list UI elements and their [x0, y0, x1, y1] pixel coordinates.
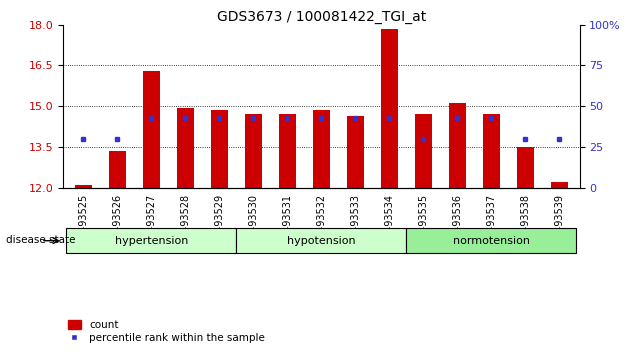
Bar: [211, 110, 228, 188]
Bar: [517, 147, 534, 188]
Text: hypertension: hypertension: [115, 236, 188, 246]
Bar: [143, 71, 160, 188]
Bar: [483, 114, 500, 188]
Bar: [245, 114, 262, 188]
Text: disease state: disease state: [6, 235, 76, 245]
Bar: [449, 103, 466, 188]
Bar: [551, 182, 568, 188]
Legend: count, percentile rank within the sample: count, percentile rank within the sample: [68, 320, 265, 343]
Bar: [346, 116, 364, 188]
Text: hypotension: hypotension: [287, 236, 355, 246]
Bar: [109, 151, 126, 188]
Bar: [406, 228, 576, 253]
Bar: [415, 114, 432, 188]
Bar: [75, 185, 92, 188]
Bar: [177, 108, 194, 188]
Bar: [66, 228, 236, 253]
Title: GDS3673 / 100081422_TGI_at: GDS3673 / 100081422_TGI_at: [217, 10, 426, 24]
Bar: [279, 114, 296, 188]
Bar: [381, 29, 398, 188]
Text: normotension: normotension: [453, 236, 530, 246]
Bar: [236, 228, 406, 253]
Bar: [313, 110, 329, 188]
